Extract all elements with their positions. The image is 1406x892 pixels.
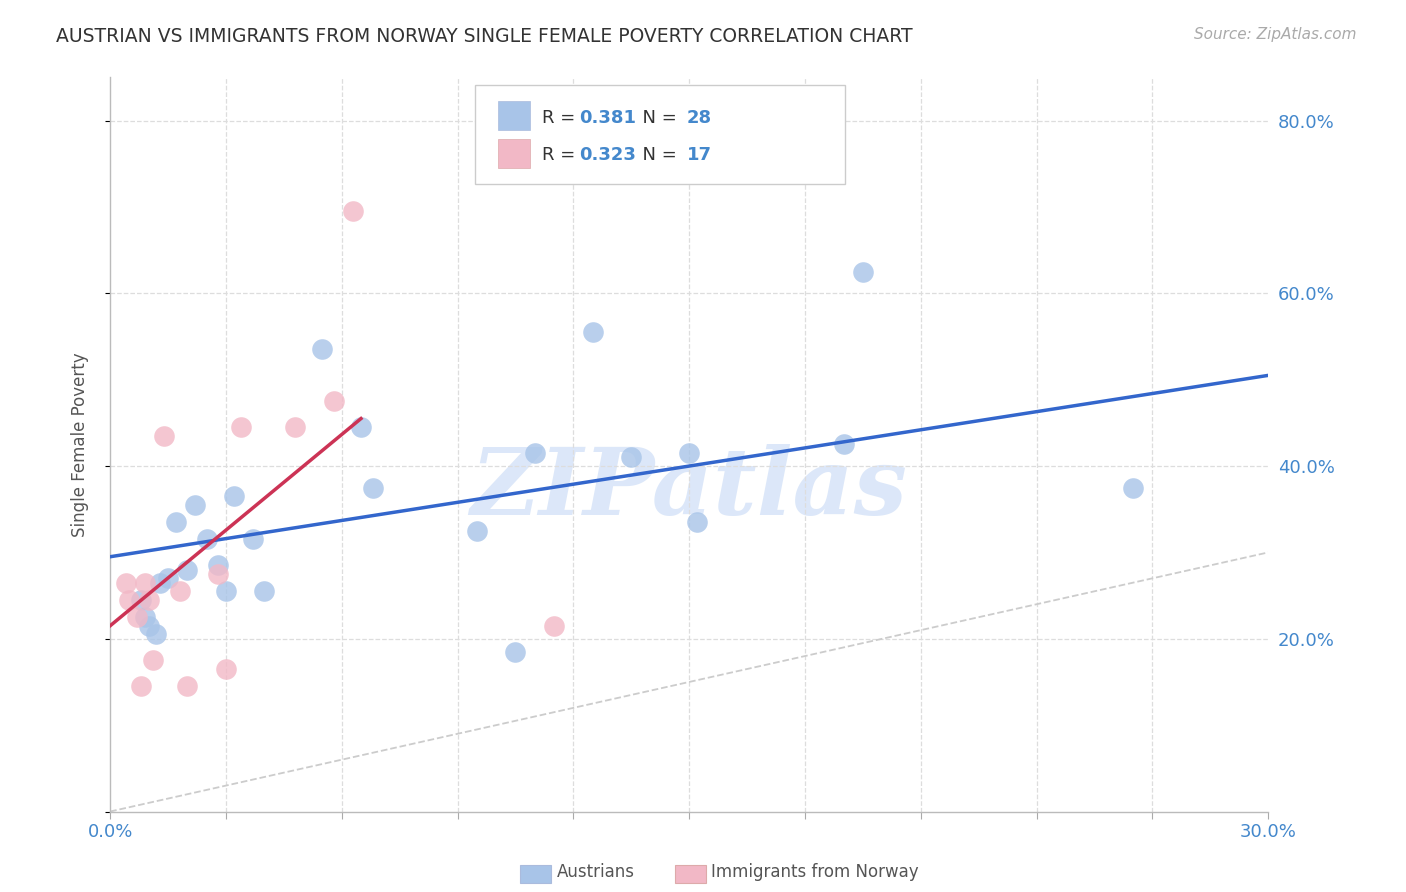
Point: [134, 575, 156, 590]
Text: Source: ZipAtlas.com: Source: ZipAtlas.com: [1194, 27, 1357, 42]
Point: [176, 679, 198, 693]
Point: [342, 204, 364, 219]
Point: [149, 575, 172, 590]
Point: [311, 343, 333, 357]
Point: [465, 524, 488, 538]
Point: [253, 584, 276, 599]
Point: [284, 420, 307, 434]
Y-axis label: Single Female Poverty: Single Female Poverty: [72, 352, 89, 537]
Point: [222, 489, 245, 503]
Text: N =: N =: [631, 109, 683, 127]
Text: R =: R =: [543, 145, 581, 163]
Point: [127, 610, 149, 624]
Point: [141, 653, 163, 667]
Text: ZIPatlas: ZIPatlas: [471, 443, 908, 533]
Text: Austrians: Austrians: [557, 863, 634, 881]
Point: [523, 446, 546, 460]
Point: [361, 481, 384, 495]
Text: 0.323: 0.323: [579, 145, 636, 163]
Point: [832, 437, 855, 451]
Text: 0.381: 0.381: [579, 109, 636, 127]
Point: [852, 265, 875, 279]
Point: [114, 575, 136, 590]
Point: [207, 567, 229, 582]
Point: [323, 394, 346, 409]
Point: [129, 679, 152, 693]
Point: [505, 645, 527, 659]
Point: [184, 498, 207, 512]
Point: [543, 619, 565, 633]
Point: [195, 533, 218, 547]
Point: [1122, 481, 1144, 495]
Point: [215, 662, 238, 676]
Point: [231, 420, 253, 434]
Text: Immigrants from Norway: Immigrants from Norway: [711, 863, 920, 881]
Point: [165, 515, 187, 529]
Point: [242, 533, 264, 547]
Text: 28: 28: [686, 109, 711, 127]
Point: [129, 593, 152, 607]
Point: [153, 429, 176, 443]
Point: [138, 619, 160, 633]
Text: R =: R =: [543, 109, 581, 127]
Point: [169, 584, 191, 599]
Point: [350, 420, 373, 434]
Point: [118, 593, 141, 607]
Point: [176, 563, 198, 577]
Point: [138, 593, 160, 607]
Text: AUSTRIAN VS IMMIGRANTS FROM NORWAY SINGLE FEMALE POVERTY CORRELATION CHART: AUSTRIAN VS IMMIGRANTS FROM NORWAY SINGL…: [56, 27, 912, 45]
Point: [145, 627, 167, 641]
Point: [215, 584, 238, 599]
Point: [207, 558, 229, 573]
Point: [134, 610, 156, 624]
Point: [620, 450, 643, 465]
Point: [581, 325, 603, 339]
FancyBboxPatch shape: [498, 139, 530, 169]
Point: [678, 446, 700, 460]
Text: 17: 17: [686, 145, 711, 163]
Text: N =: N =: [631, 145, 683, 163]
FancyBboxPatch shape: [475, 85, 845, 184]
Point: [686, 515, 709, 529]
FancyBboxPatch shape: [498, 101, 530, 130]
Point: [156, 571, 179, 585]
